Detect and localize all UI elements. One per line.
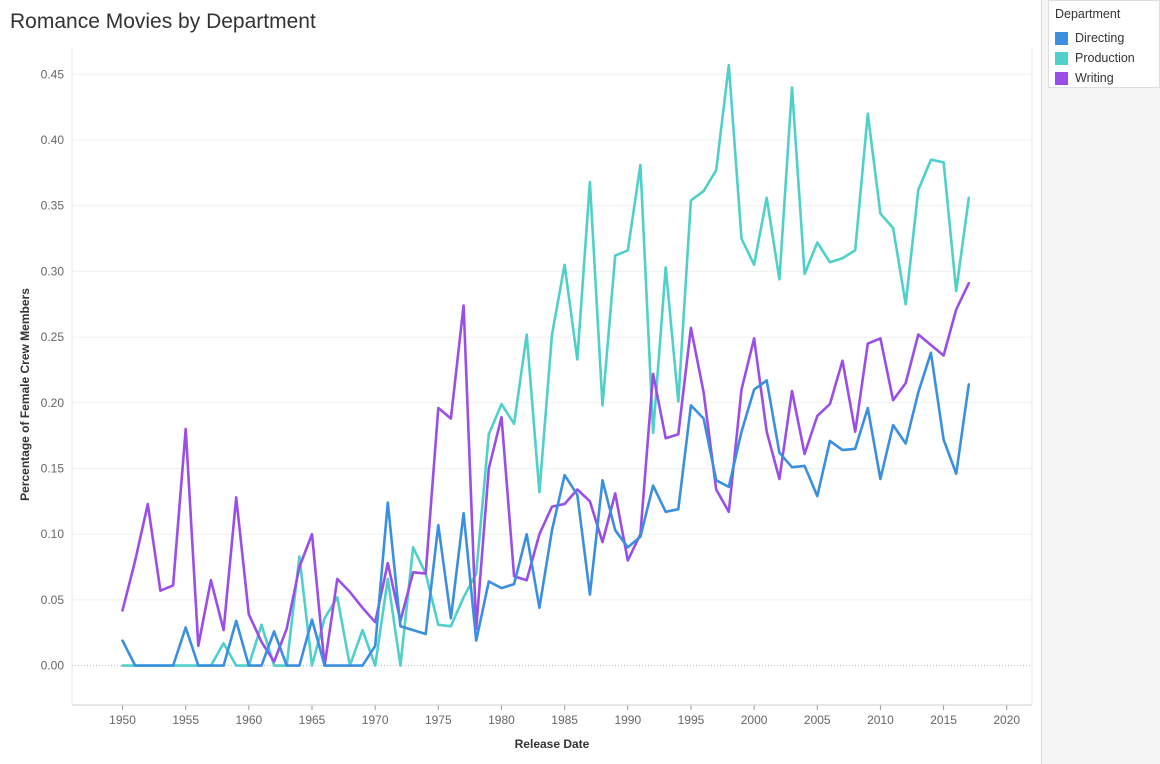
x-axis-title: Release Date <box>515 737 590 751</box>
x-tick-label: 1990 <box>614 713 641 727</box>
y-tick-label: 0.00 <box>41 659 65 673</box>
x-tick-label: 1995 <box>678 713 705 727</box>
y-tick-label: 0.10 <box>41 527 65 541</box>
legend-swatch-directing <box>1055 31 1068 45</box>
series-line-production[interactable] <box>121 63 971 667</box>
x-tick-label: 2000 <box>741 713 768 727</box>
legend-label: Production <box>1075 51 1135 65</box>
x-tick-label: 1965 <box>299 713 326 727</box>
x-tick-label: 2005 <box>804 713 831 727</box>
x-tick-label: 1960 <box>235 713 262 727</box>
y-tick-label: 0.15 <box>41 461 65 475</box>
legend-label: Directing <box>1075 31 1125 45</box>
y-tick-label: 0.45 <box>41 67 65 81</box>
x-tick-label: 1975 <box>425 713 452 727</box>
x-tick-label: 1950 <box>109 713 136 727</box>
y-tick-label: 0.05 <box>41 593 65 607</box>
legend-title: Department <box>1055 7 1121 21</box>
line-chart: 0.00 0.05 0.10 0.15 0.20 0.25 0.30 0.35 0.40 0.45… <box>18 48 1033 751</box>
axes: 0.00 0.05 0.10 0.15 0.20 0.25 0.30 0.35 0.40 0.45… <box>41 67 1032 727</box>
x-tick-label: 1955 <box>172 713 199 727</box>
side-panel <box>1041 0 1160 764</box>
y-tick-label: 0.40 <box>41 133 65 147</box>
legend-swatch-production <box>1055 51 1068 65</box>
y-tick-label: 0.35 <box>41 199 65 213</box>
x-tick-label: 1970 <box>362 713 389 727</box>
chart-title: Romance Movies by Department <box>10 10 316 33</box>
legend-label: Writing <box>1075 71 1114 85</box>
y-tick-label: 0.30 <box>41 264 65 278</box>
y-axis-title: Percentage of Female Crew Members <box>18 288 32 501</box>
legend-item-writing[interactable]: Writing <box>1055 70 1114 86</box>
y-tick-label: 0.25 <box>41 330 65 344</box>
legend[interactable]: Department Directing Production Writing <box>1048 0 1160 88</box>
x-tick-label: 2010 <box>867 713 894 727</box>
x-tick-label: 2020 <box>993 713 1020 727</box>
x-tick-label: 2015 <box>930 713 957 727</box>
series-line-writing[interactable] <box>121 281 971 667</box>
legend-swatch-writing <box>1055 71 1068 85</box>
x-tick-label: 1985 <box>551 713 578 727</box>
legend-item-directing[interactable]: Directing <box>1055 30 1124 46</box>
y-tick-label: 0.20 <box>41 396 65 410</box>
series-lines <box>121 63 971 667</box>
legend-item-production[interactable]: Production <box>1055 50 1135 66</box>
x-tick-label: 1980 <box>488 713 515 727</box>
series-line-directing[interactable] <box>121 351 971 667</box>
